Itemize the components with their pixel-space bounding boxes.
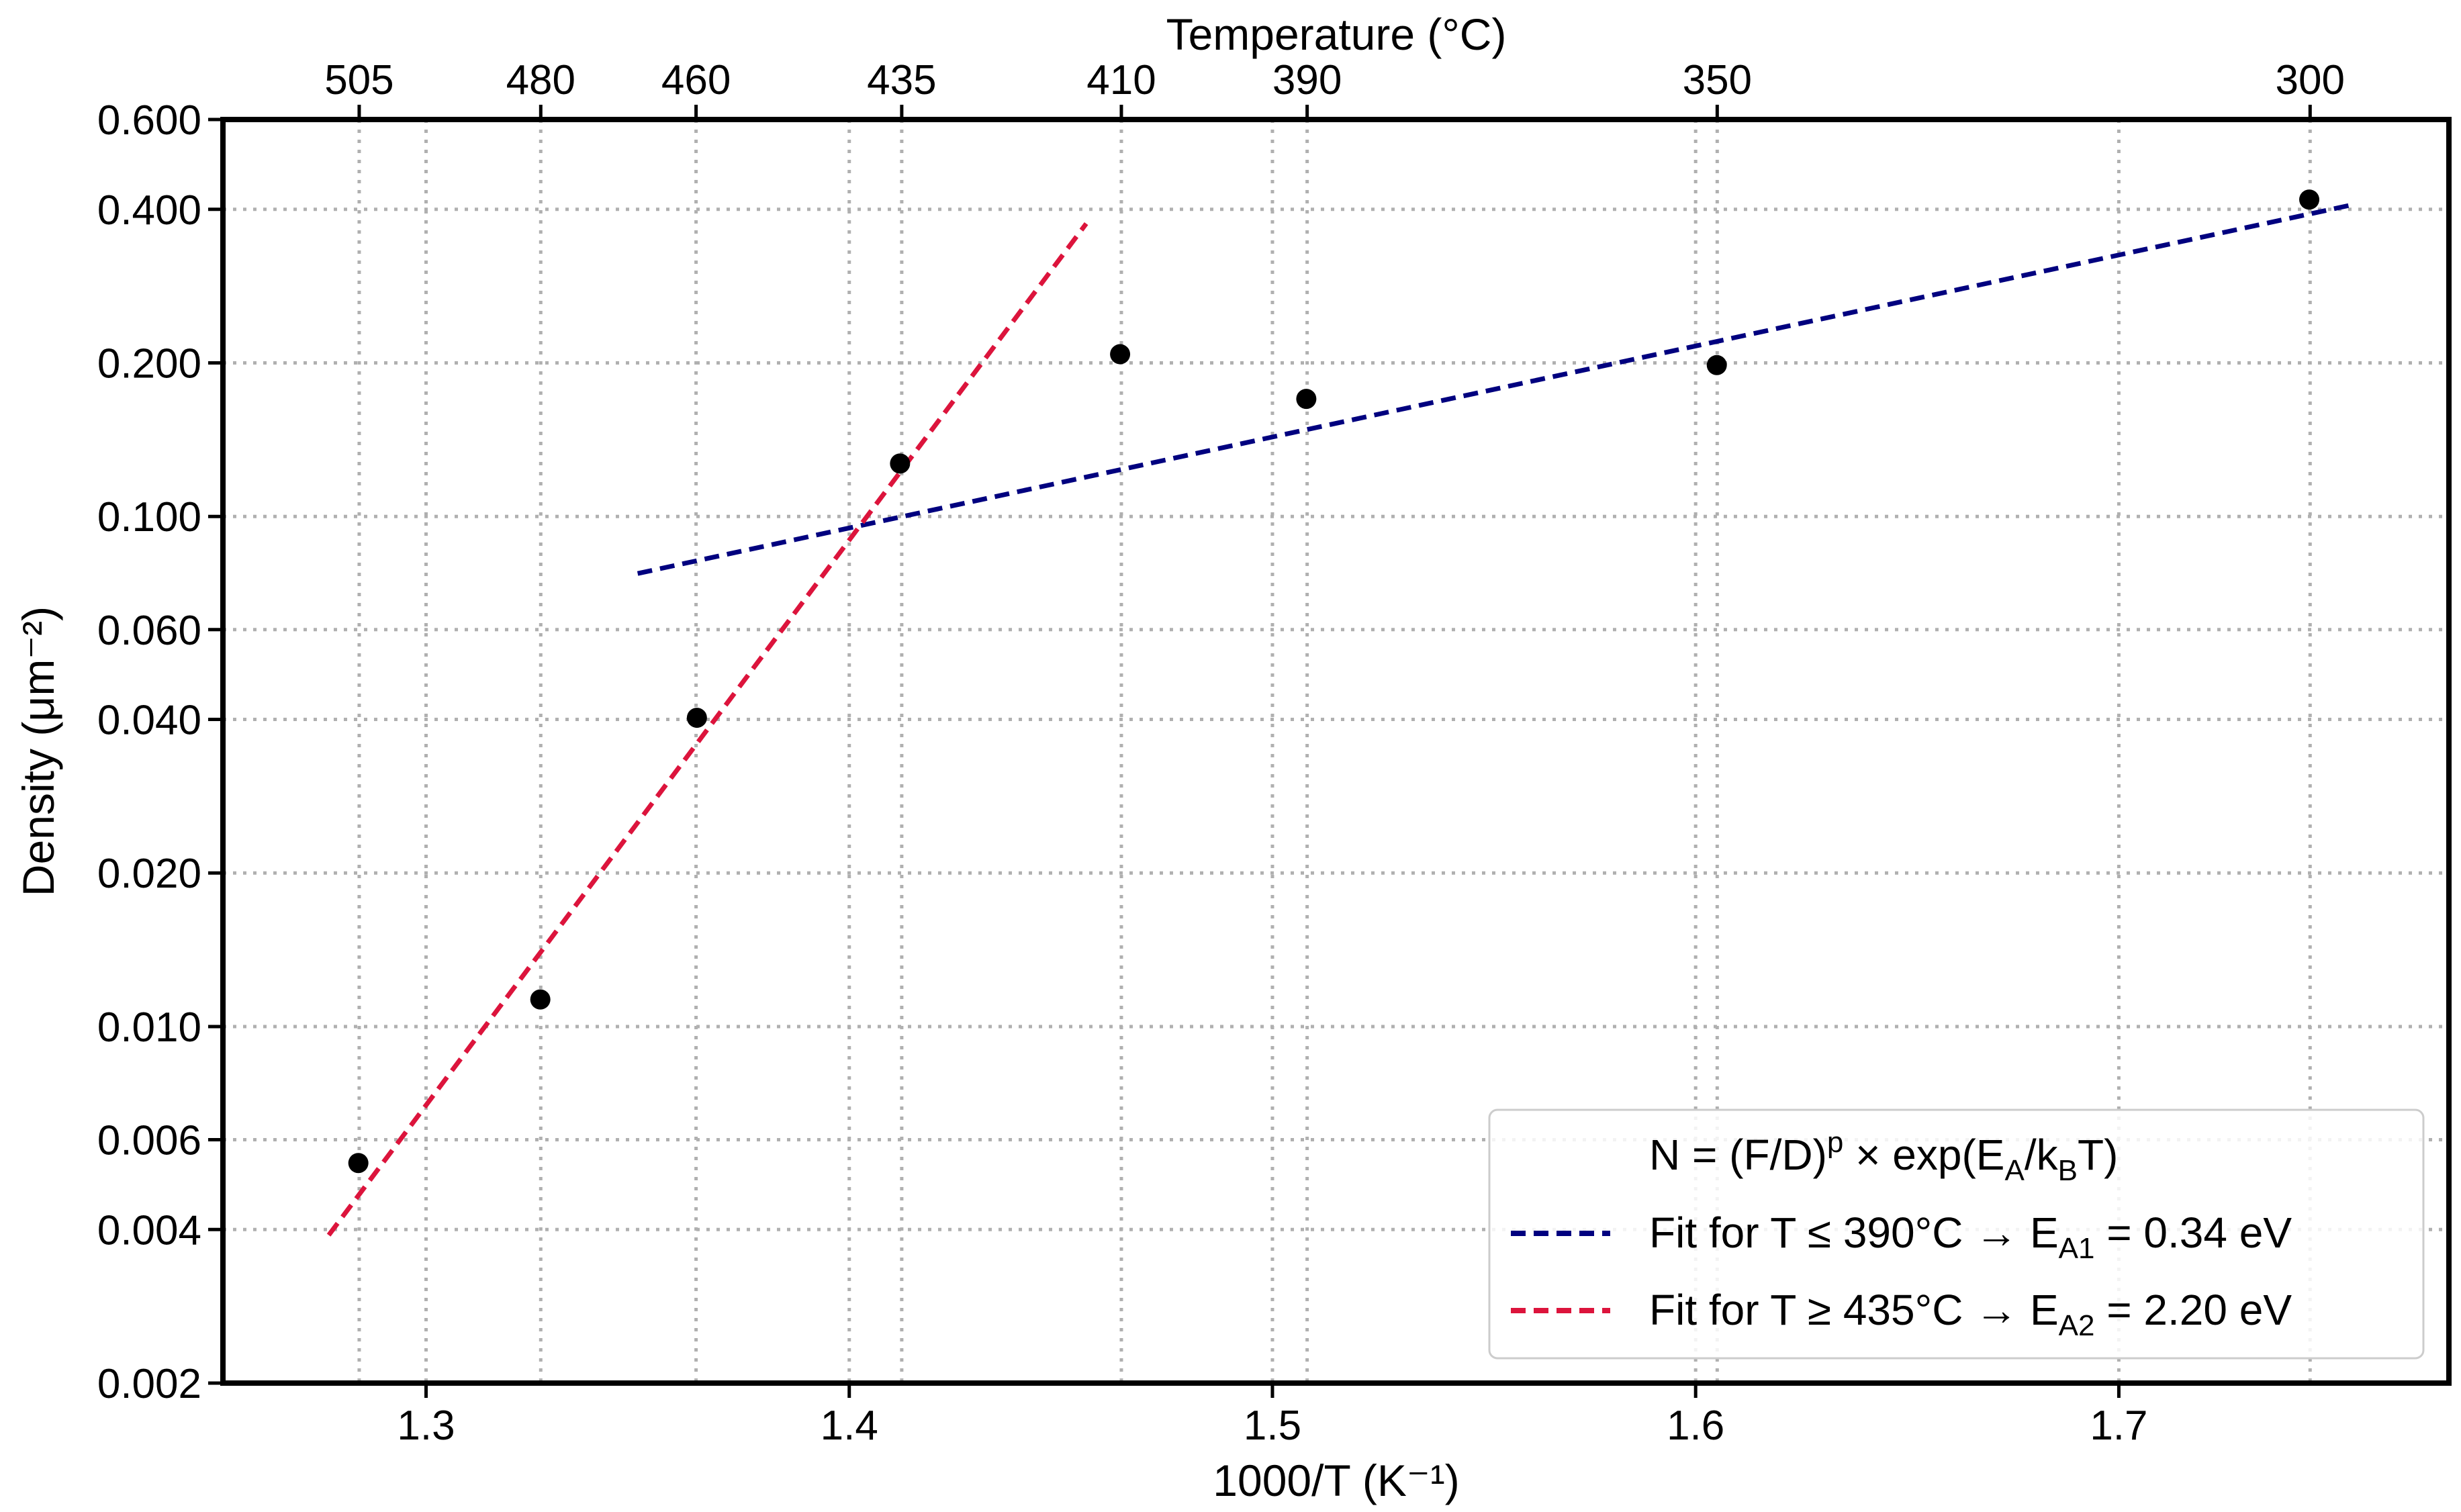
y-tick-label: 0.200 bbox=[97, 340, 201, 387]
legend-label-fit-low: Fit for T ≤ 390°C → EA1 = 0.34 eV bbox=[1649, 1209, 2292, 1265]
y-tick-label: 0.100 bbox=[97, 494, 201, 540]
y-tick-label: 0.020 bbox=[97, 851, 201, 897]
legend: N = (F/D)p × exp(EA/kBT) Fit for T ≤ 390… bbox=[1488, 1108, 2425, 1360]
y-tick-label: 0.040 bbox=[97, 698, 201, 744]
top-axis-title: Temperature (°C) bbox=[1166, 9, 1507, 59]
legend-box bbox=[1488, 1108, 2425, 1360]
y-tick-label: 0.400 bbox=[97, 187, 201, 234]
ticks: 1.3 1.4 1.5 1.6 1.7 0.002 0.004 0.006 0.010 0.020… bbox=[97, 57, 2345, 1449]
top-tick-label: 300 bbox=[2276, 57, 2345, 103]
legend-title-mid: × exp(E bbox=[1843, 1131, 2004, 1179]
legend-title-sub1: A bbox=[2004, 1154, 2025, 1187]
legend-title: N = (F/D)p × exp(EA/kBT) bbox=[1649, 1126, 2118, 1187]
plot-frame bbox=[220, 117, 2452, 1386]
data-points bbox=[348, 189, 2320, 1174]
data-point bbox=[2299, 189, 2320, 210]
y-tick-label: 0.010 bbox=[97, 1004, 201, 1051]
data-point bbox=[1110, 344, 1131, 365]
legend-title-sup: p bbox=[1827, 1126, 1843, 1159]
x-tick-label: 1.5 bbox=[1244, 1403, 1301, 1449]
x-tick-label: 1.6 bbox=[1667, 1403, 1724, 1449]
y-tick-label: 0.004 bbox=[97, 1207, 201, 1254]
y-axis-title: Density (μm⁻²) bbox=[13, 606, 63, 896]
top-tick-label: 505 bbox=[324, 57, 393, 103]
legend-label-fit-high: Fit for T ≥ 435°C → EA2 = 2.20 eV bbox=[1649, 1286, 2292, 1342]
fit-high-line bbox=[326, 222, 1088, 1237]
legend-title-mid2: /k bbox=[2025, 1131, 2059, 1179]
top-tick-label: 480 bbox=[506, 57, 575, 103]
legend-title-main: N = (F/D) bbox=[1649, 1131, 1827, 1179]
y-tick-label: 0.060 bbox=[97, 608, 201, 654]
data-point bbox=[1296, 389, 1317, 410]
legend-title-sub2: B bbox=[2058, 1154, 2078, 1187]
x-tick-label: 1.4 bbox=[821, 1403, 878, 1449]
data-point bbox=[1706, 355, 1727, 375]
fit-lines bbox=[326, 202, 2352, 1237]
top-tick-label: 435 bbox=[867, 57, 936, 103]
x-axis-title: 1000/T (K⁻¹) bbox=[1213, 1456, 1459, 1505]
data-point bbox=[686, 708, 707, 728]
top-tick-label: 390 bbox=[1272, 57, 1342, 103]
fit-low-line bbox=[637, 202, 2352, 576]
x-tick-label: 1.7 bbox=[2090, 1403, 2147, 1449]
y-tick-label: 0.600 bbox=[97, 97, 201, 144]
x-tick-label: 1.3 bbox=[397, 1403, 455, 1449]
top-tick-label: 350 bbox=[1683, 57, 1752, 103]
top-tick-label: 460 bbox=[661, 57, 731, 103]
data-point bbox=[530, 989, 551, 1010]
data-point bbox=[348, 1153, 369, 1174]
y-tick-label: 0.002 bbox=[97, 1361, 201, 1407]
data-point bbox=[890, 453, 911, 474]
top-tick-label: 410 bbox=[1086, 57, 1156, 103]
y-tick-label: 0.006 bbox=[97, 1118, 201, 1164]
legend-title-end: T) bbox=[2078, 1131, 2118, 1179]
